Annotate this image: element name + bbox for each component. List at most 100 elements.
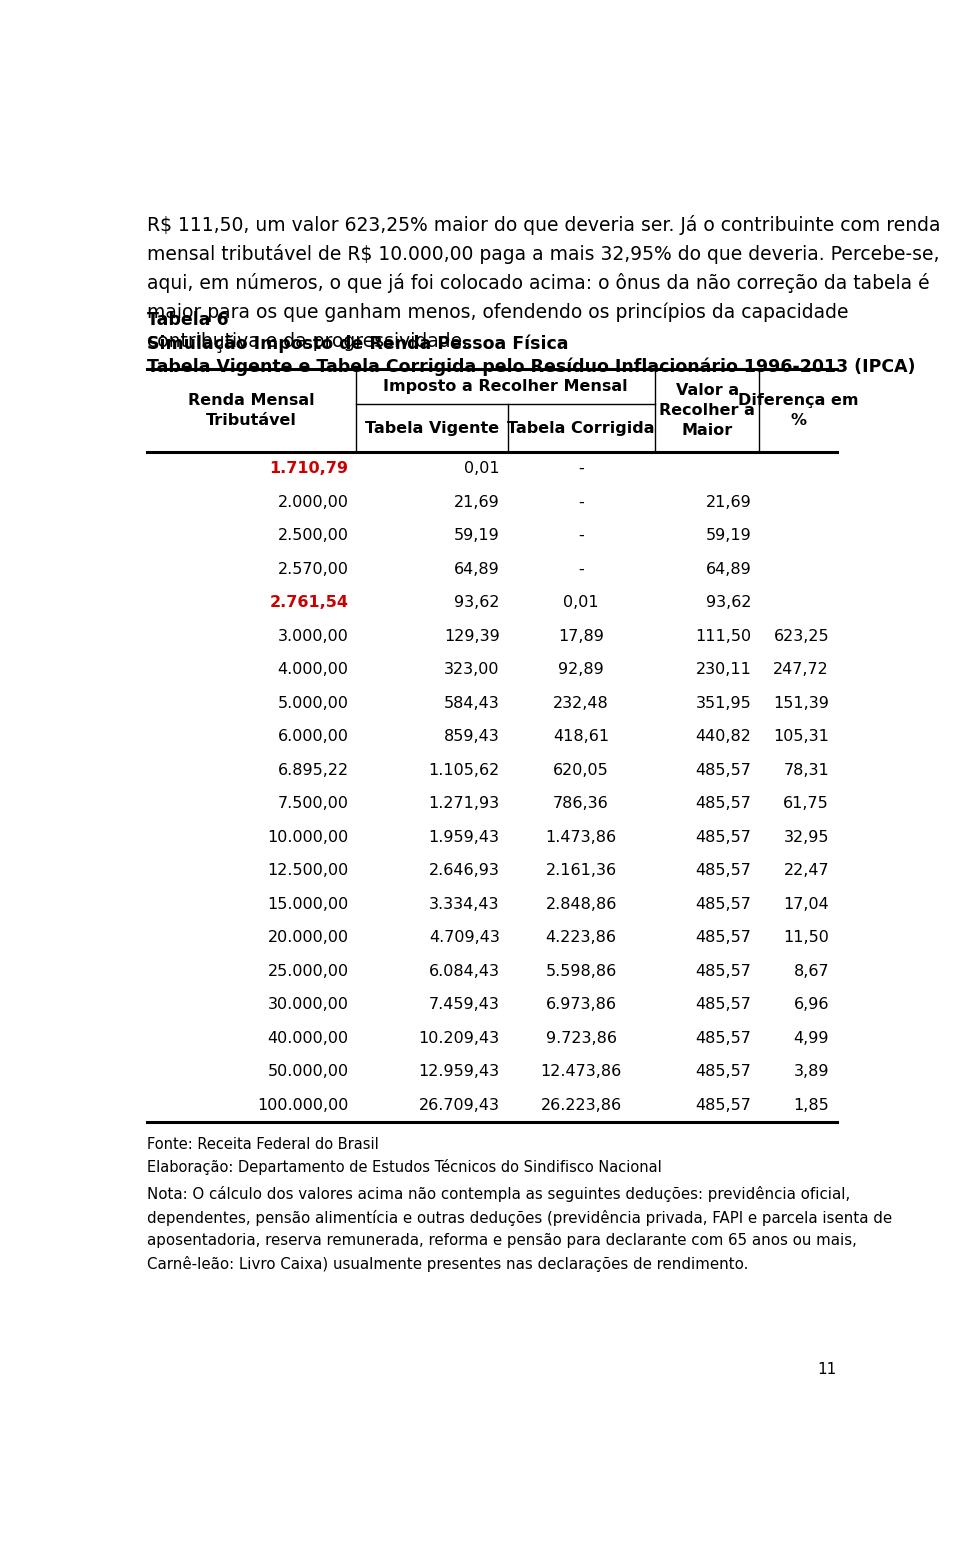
Text: 1.271,93: 1.271,93 (428, 797, 500, 811)
Text: Simulação Imposto de Renda Pessoa Física: Simulação Imposto de Renda Pessoa Física (147, 333, 568, 352)
Text: 2.646,93: 2.646,93 (429, 862, 500, 878)
Text: contributiva e da progressividade.: contributiva e da progressividade. (147, 332, 468, 351)
Text: 93,62: 93,62 (454, 595, 500, 610)
Text: Fonte: Receita Federal do Brasil: Fonte: Receita Federal do Brasil (147, 1138, 379, 1152)
Text: 5.000,00: 5.000,00 (277, 695, 348, 711)
Text: 3,89: 3,89 (794, 1064, 829, 1078)
Text: 485,57: 485,57 (696, 897, 752, 911)
Text: 12.500,00: 12.500,00 (268, 862, 348, 878)
Text: 4.709,43: 4.709,43 (429, 930, 500, 945)
Text: 323,00: 323,00 (444, 662, 500, 678)
Text: 11: 11 (818, 1363, 837, 1377)
Text: 0,01: 0,01 (464, 462, 500, 476)
Text: 440,82: 440,82 (696, 729, 752, 743)
Text: 61,75: 61,75 (783, 797, 829, 811)
Text: 485,57: 485,57 (696, 1031, 752, 1045)
Text: Carnê-leão: Livro Caixa) usualmente presentes nas declarações de rendimento.: Carnê-leão: Livro Caixa) usualmente pres… (147, 1255, 749, 1272)
Text: 0,01: 0,01 (564, 595, 599, 610)
Text: 2.570,00: 2.570,00 (277, 562, 348, 576)
Text: 6.084,43: 6.084,43 (429, 964, 500, 978)
Text: 151,39: 151,39 (773, 695, 829, 711)
Text: aposentadoria, reserva remunerada, reforma e pensão para declarante com 65 anos : aposentadoria, reserva remunerada, refor… (147, 1233, 857, 1247)
Text: Elaboração: Departamento de Estudos Técnicos do Sindifisco Nacional: Elaboração: Departamento de Estudos Técn… (147, 1158, 661, 1175)
Text: 30.000,00: 30.000,00 (268, 997, 348, 1013)
Text: 1,85: 1,85 (793, 1097, 829, 1113)
Text: Imposto a Recolher Mensal: Imposto a Recolher Mensal (383, 379, 628, 394)
Text: 485,57: 485,57 (696, 762, 752, 778)
Text: 21,69: 21,69 (706, 495, 752, 510)
Text: 20.000,00: 20.000,00 (268, 930, 348, 945)
Text: dependentes, pensão alimentícia e outras deduções (previdência privada, FAPI e p: dependentes, pensão alimentícia e outras… (147, 1210, 892, 1225)
Text: 230,11: 230,11 (696, 662, 752, 678)
Text: -: - (578, 462, 584, 476)
Text: 623,25: 623,25 (774, 629, 829, 643)
Text: 485,57: 485,57 (696, 964, 752, 978)
Text: 8,67: 8,67 (794, 964, 829, 978)
Text: 485,57: 485,57 (696, 997, 752, 1013)
Text: 485,57: 485,57 (696, 829, 752, 845)
Text: 1.959,43: 1.959,43 (429, 829, 500, 845)
Text: 17,89: 17,89 (558, 629, 604, 643)
Text: 2.500,00: 2.500,00 (277, 527, 348, 543)
Text: 7.459,43: 7.459,43 (429, 997, 500, 1013)
Text: Renda Mensal
Tributável: Renda Mensal Tributável (188, 393, 315, 427)
Text: Nota: O cálculo dos valores acima não contempla as seguintes deduções: previdênc: Nota: O cálculo dos valores acima não co… (147, 1186, 851, 1202)
Text: Diferença em
%: Diferença em % (738, 393, 858, 427)
Text: R$ 111,50, um valor 623,25% maior do que deveria ser. Já o contribuinte com rend: R$ 111,50, um valor 623,25% maior do que… (147, 214, 941, 235)
Text: aqui, em números, o que já foi colocado acima: o ônus da não correção da tabela : aqui, em números, o que já foi colocado … (147, 274, 929, 293)
Text: 2.161,36: 2.161,36 (545, 862, 616, 878)
Text: Tabela 6: Tabela 6 (147, 311, 228, 329)
Text: 232,48: 232,48 (553, 695, 609, 711)
Text: 3.000,00: 3.000,00 (277, 629, 348, 643)
Text: 64,89: 64,89 (454, 562, 500, 576)
Text: 50.000,00: 50.000,00 (268, 1064, 348, 1078)
Text: 2.761,54: 2.761,54 (270, 595, 348, 610)
Text: 3.334,43: 3.334,43 (429, 897, 500, 911)
Text: 485,57: 485,57 (696, 1097, 752, 1113)
Text: Tabela Vigente e Tabela Corrigida pelo Resíduo Inflacionário 1996-2013 (IPCA): Tabela Vigente e Tabela Corrigida pelo R… (147, 357, 916, 376)
Text: 40.000,00: 40.000,00 (268, 1031, 348, 1045)
Text: Valor a
Recolher a
Maior: Valor a Recolher a Maior (660, 383, 755, 438)
Text: 2.000,00: 2.000,00 (277, 495, 348, 510)
Text: 584,43: 584,43 (444, 695, 500, 711)
Text: 1.473,86: 1.473,86 (545, 829, 616, 845)
Text: 10.000,00: 10.000,00 (268, 829, 348, 845)
Text: 247,72: 247,72 (774, 662, 829, 678)
Text: 22,47: 22,47 (783, 862, 829, 878)
Text: 485,57: 485,57 (696, 797, 752, 811)
Text: 6.973,86: 6.973,86 (545, 997, 616, 1013)
Text: 93,62: 93,62 (707, 595, 752, 610)
Text: 129,39: 129,39 (444, 629, 500, 643)
Text: 859,43: 859,43 (444, 729, 500, 743)
Text: 26.223,86: 26.223,86 (540, 1097, 622, 1113)
Text: 1.105,62: 1.105,62 (428, 762, 500, 778)
Text: Tabela Corrigida: Tabela Corrigida (508, 421, 655, 435)
Text: 6.000,00: 6.000,00 (277, 729, 348, 743)
Text: 78,31: 78,31 (783, 762, 829, 778)
Text: Tabela Vigente: Tabela Vigente (365, 421, 499, 435)
Text: 5.598,86: 5.598,86 (545, 964, 616, 978)
Text: 111,50: 111,50 (695, 629, 752, 643)
Text: 786,36: 786,36 (553, 797, 609, 811)
Text: 17,04: 17,04 (783, 897, 829, 911)
Text: 105,31: 105,31 (773, 729, 829, 743)
Text: 351,95: 351,95 (696, 695, 752, 711)
Text: 6.895,22: 6.895,22 (277, 762, 348, 778)
Text: 418,61: 418,61 (553, 729, 610, 743)
Text: 92,89: 92,89 (559, 662, 604, 678)
Text: 100.000,00: 100.000,00 (257, 1097, 348, 1113)
Text: -: - (578, 562, 584, 576)
Text: 620,05: 620,05 (553, 762, 609, 778)
Text: 4.000,00: 4.000,00 (277, 662, 348, 678)
Text: 59,19: 59,19 (454, 527, 500, 543)
Text: 10.209,43: 10.209,43 (419, 1031, 500, 1045)
Text: 9.723,86: 9.723,86 (545, 1031, 616, 1045)
Text: 485,57: 485,57 (696, 1064, 752, 1078)
Text: 2.848,86: 2.848,86 (545, 897, 617, 911)
Text: mensal tributável de R$ 10.000,00 paga a mais 32,95% do que deveria. Percebe-se,: mensal tributável de R$ 10.000,00 paga a… (147, 244, 940, 264)
Text: 21,69: 21,69 (454, 495, 500, 510)
Text: 25.000,00: 25.000,00 (268, 964, 348, 978)
Text: 4.223,86: 4.223,86 (545, 930, 616, 945)
Text: -: - (578, 527, 584, 543)
Text: -: - (578, 495, 584, 510)
